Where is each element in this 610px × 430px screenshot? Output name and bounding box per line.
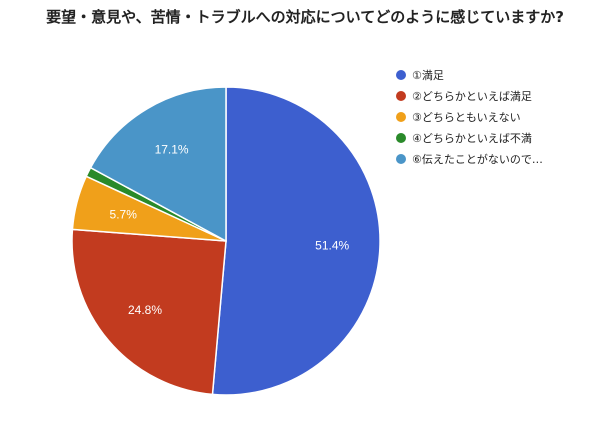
pie-slice-2: [71, 228, 227, 396]
legend-label-1: ①満足: [412, 68, 444, 82]
pie-slice-5: [89, 86, 227, 243]
legend: ①満足 ②どちらかといえば満足 ③どちらともいえない ④どちらかといえば不満 ⑥伝えたこ…: [396, 64, 543, 169]
slice-label-5: 17.1%: [155, 143, 189, 157]
legend-swatch-3: [396, 111, 406, 122]
legend-label-5: ⑥伝えたことがないので…: [412, 152, 543, 166]
legend-item-1: ①満足: [396, 64, 543, 85]
slice-label-3: 5.7%: [110, 207, 138, 221]
legend-swatch-4: [396, 132, 406, 143]
legend-item-4: ④どちらかといえば不満: [396, 127, 543, 148]
slice-label-2: 24.8%: [128, 303, 162, 317]
legend-item-5: ⑥伝えたことがないので…: [396, 148, 543, 169]
legend-label-4: ④どちらかといえば不満: [412, 131, 532, 145]
legend-label-3: ③どちらともいえない: [412, 110, 521, 124]
legend-label-2: ②どちらかといえば満足: [412, 89, 532, 103]
legend-swatch-1: [396, 69, 406, 80]
legend-swatch-2: [396, 90, 406, 101]
pie-slice-1: [211, 86, 381, 396]
legend-item-3: ③どちらともいえない: [396, 106, 543, 127]
legend-item-2: ②どちらかといえば満足: [396, 85, 543, 106]
slice-label-1: 51.4%: [315, 239, 349, 253]
legend-swatch-5: [396, 153, 406, 164]
chart-title: 要望・意見や、苦情・トラブルへの対応についてどのように感じていますか?: [46, 8, 564, 26]
